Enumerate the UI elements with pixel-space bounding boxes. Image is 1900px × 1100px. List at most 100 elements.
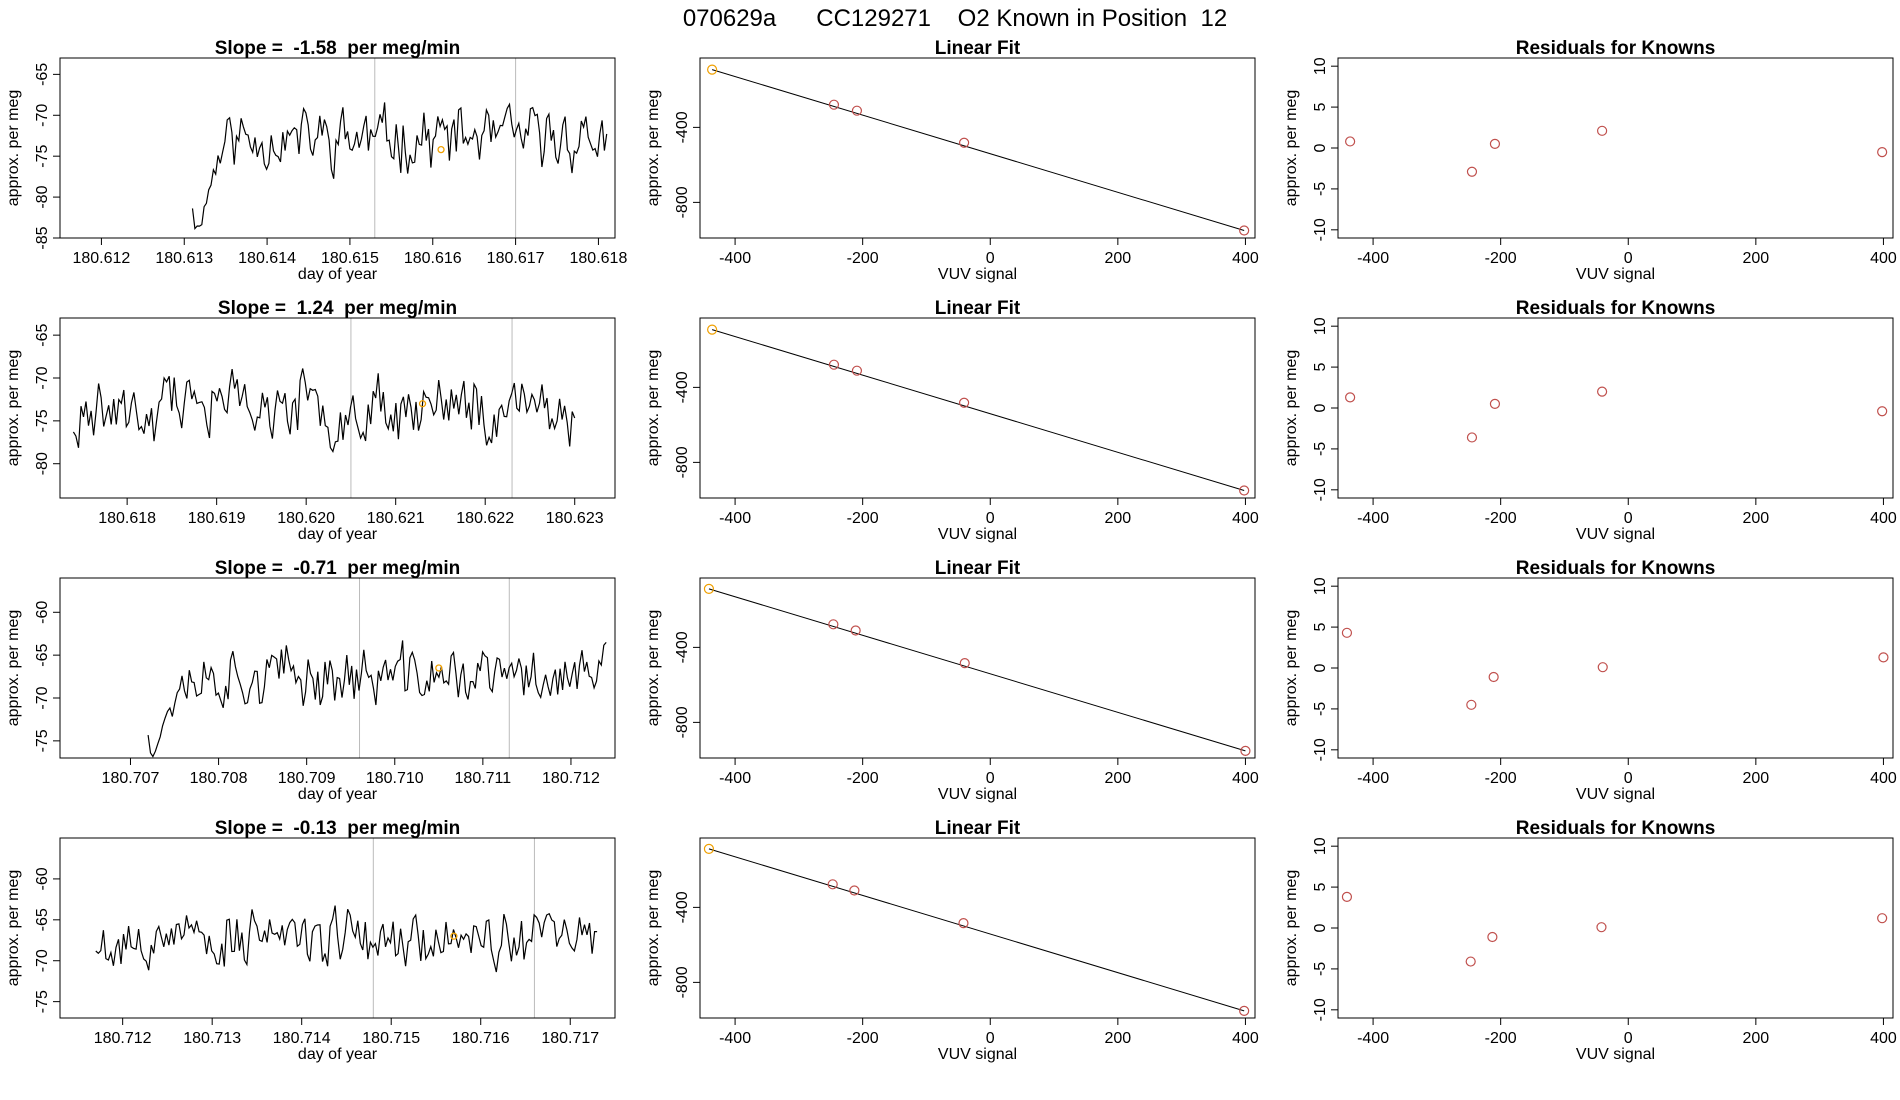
x-tick-label: -400 <box>1357 510 1389 527</box>
data-layer <box>72 318 576 498</box>
x-axis-label: VUV signal <box>1576 786 1655 803</box>
y-tick-label: -5 <box>1312 442 1329 456</box>
x-tick-label: -400 <box>719 510 751 527</box>
y-tick-label: -10 <box>1312 478 1329 501</box>
y-tick-label: 10 <box>1312 317 1329 335</box>
x-tick-label: 180.712 <box>94 1030 152 1047</box>
y-tick-label: -75 <box>34 990 51 1013</box>
y-tick-label: -800 <box>674 706 691 738</box>
x-tick-label: 0 <box>986 510 995 527</box>
data-point-3 <box>1596 922 1607 933</box>
x-tick-label: -200 <box>1485 510 1517 527</box>
data-point-2 <box>850 625 861 636</box>
plot-frame <box>699 57 1256 239</box>
data-point-4 <box>1239 1005 1250 1016</box>
series-trace <box>147 640 607 758</box>
x-tick-label: -400 <box>719 770 751 787</box>
x-tick-label: 400 <box>1232 510 1259 527</box>
x-tick-label: 180.622 <box>456 510 514 527</box>
plot-frame <box>699 577 1256 759</box>
y-tick-label: -800 <box>674 966 691 998</box>
data-point-4 <box>1240 745 1251 756</box>
plot-frame <box>1337 837 1894 1019</box>
x-axis-label: VUV signal <box>938 526 1017 543</box>
x-tick-label: 400 <box>1232 770 1259 787</box>
x-tick-label: 200 <box>1742 1030 1769 1047</box>
data-layer <box>707 64 1250 236</box>
x-tick-label: -200 <box>1485 1030 1517 1047</box>
panel-r2c1: Slope = 1.24 per meg/min 180.618 180.619 18… <box>5 298 616 543</box>
data-point-0 <box>703 583 715 594</box>
x-tick-label: 400 <box>1232 250 1259 267</box>
panel-grid: Slope = -1.58 per meg/min 180.612 180.613 1… <box>5 38 1897 1063</box>
data-point-3 <box>958 918 969 929</box>
y-tick-label: 5 <box>1312 363 1329 372</box>
y-tick-label: -75 <box>34 409 51 432</box>
y-axis-label: approx. per meg <box>645 610 662 727</box>
plot-frame <box>59 577 616 759</box>
x-tick-label: 200 <box>1742 250 1769 267</box>
panel-title: Linear Fit <box>935 38 1021 59</box>
data-point-1 <box>1466 699 1477 710</box>
x-axis-label: day of year <box>298 1046 378 1063</box>
y-axis-label: approx. per meg <box>5 870 22 987</box>
x-tick-label: 400 <box>1870 250 1897 267</box>
x-tick-label: 200 <box>1104 770 1131 787</box>
x-tick-label: 180.712 <box>542 770 600 787</box>
data-point-4 <box>1877 406 1888 417</box>
data-layer <box>703 583 1251 756</box>
panel-r4c1: Slope = -0.13 per meg/min 180.712 180.713 1… <box>5 818 616 1063</box>
y-axis-label: approx. per meg <box>645 350 662 467</box>
x-tick-label: 400 <box>1870 770 1897 787</box>
data-layer <box>95 838 598 1018</box>
highlight-point <box>418 400 427 408</box>
y-tick-label: -10 <box>1312 998 1329 1021</box>
data-point-3 <box>959 658 970 669</box>
x-tick-label: 180.618 <box>570 250 628 267</box>
y-tick-label: -80 <box>34 452 51 475</box>
x-tick-label: 180.623 <box>546 510 604 527</box>
y-tick-label: 0 <box>1312 923 1329 932</box>
y-tick-label: -400 <box>674 371 691 403</box>
x-tick-label: 200 <box>1742 510 1769 527</box>
panel-r1c3: Residuals for Knowns -400 -200 0 200 400 -10 -5… <box>1283 38 1897 283</box>
data-point-1 <box>828 359 840 370</box>
x-tick-label: 180.707 <box>102 770 160 787</box>
x-tick-label: 180.612 <box>72 250 130 267</box>
x-tick-label: 400 <box>1870 510 1897 527</box>
x-tick-label: 0 <box>1624 770 1633 787</box>
y-tick-label: -65 <box>34 643 51 666</box>
x-tick-label: 200 <box>1742 770 1769 787</box>
data-point-1 <box>1466 166 1478 177</box>
data-point-2 <box>851 365 863 376</box>
y-tick-label: -70 <box>34 686 51 709</box>
fit-line <box>711 329 1245 491</box>
y-tick-label: 0 <box>1312 403 1329 412</box>
y-axis-label: approx. per meg <box>1283 350 1300 467</box>
x-tick-label: 180.716 <box>452 1030 510 1047</box>
panel-title: Slope = -0.71 per meg/min <box>215 558 461 579</box>
data-layer <box>1345 125 1888 177</box>
x-tick-label: 180.711 <box>455 770 512 787</box>
highlight-point <box>435 664 443 672</box>
y-tick-label: -65 <box>34 63 51 86</box>
y-tick-label: -5 <box>1312 182 1329 196</box>
y-tick-label: -60 <box>34 867 51 890</box>
y-axis-label: approx. per meg <box>5 610 22 727</box>
y-tick-label: -800 <box>674 446 691 478</box>
data-point-2 <box>851 105 863 116</box>
panel-title: Slope = 1.24 per meg/min <box>218 298 457 319</box>
y-tick-label: -400 <box>674 891 691 923</box>
y-tick-label: -65 <box>34 908 51 931</box>
data-layer <box>1345 386 1888 443</box>
y-tick-label: -75 <box>34 145 51 168</box>
data-point-1 <box>1465 956 1476 967</box>
y-tick-label: -400 <box>674 111 691 143</box>
y-tick-label: -80 <box>34 185 51 208</box>
highlight-point <box>450 932 458 940</box>
y-tick-label: -60 <box>34 601 51 624</box>
data-layer <box>1341 627 1889 710</box>
x-tick-label: 180.615 <box>321 250 379 267</box>
y-tick-label: -400 <box>674 631 691 663</box>
x-tick-label: 400 <box>1870 1030 1897 1047</box>
